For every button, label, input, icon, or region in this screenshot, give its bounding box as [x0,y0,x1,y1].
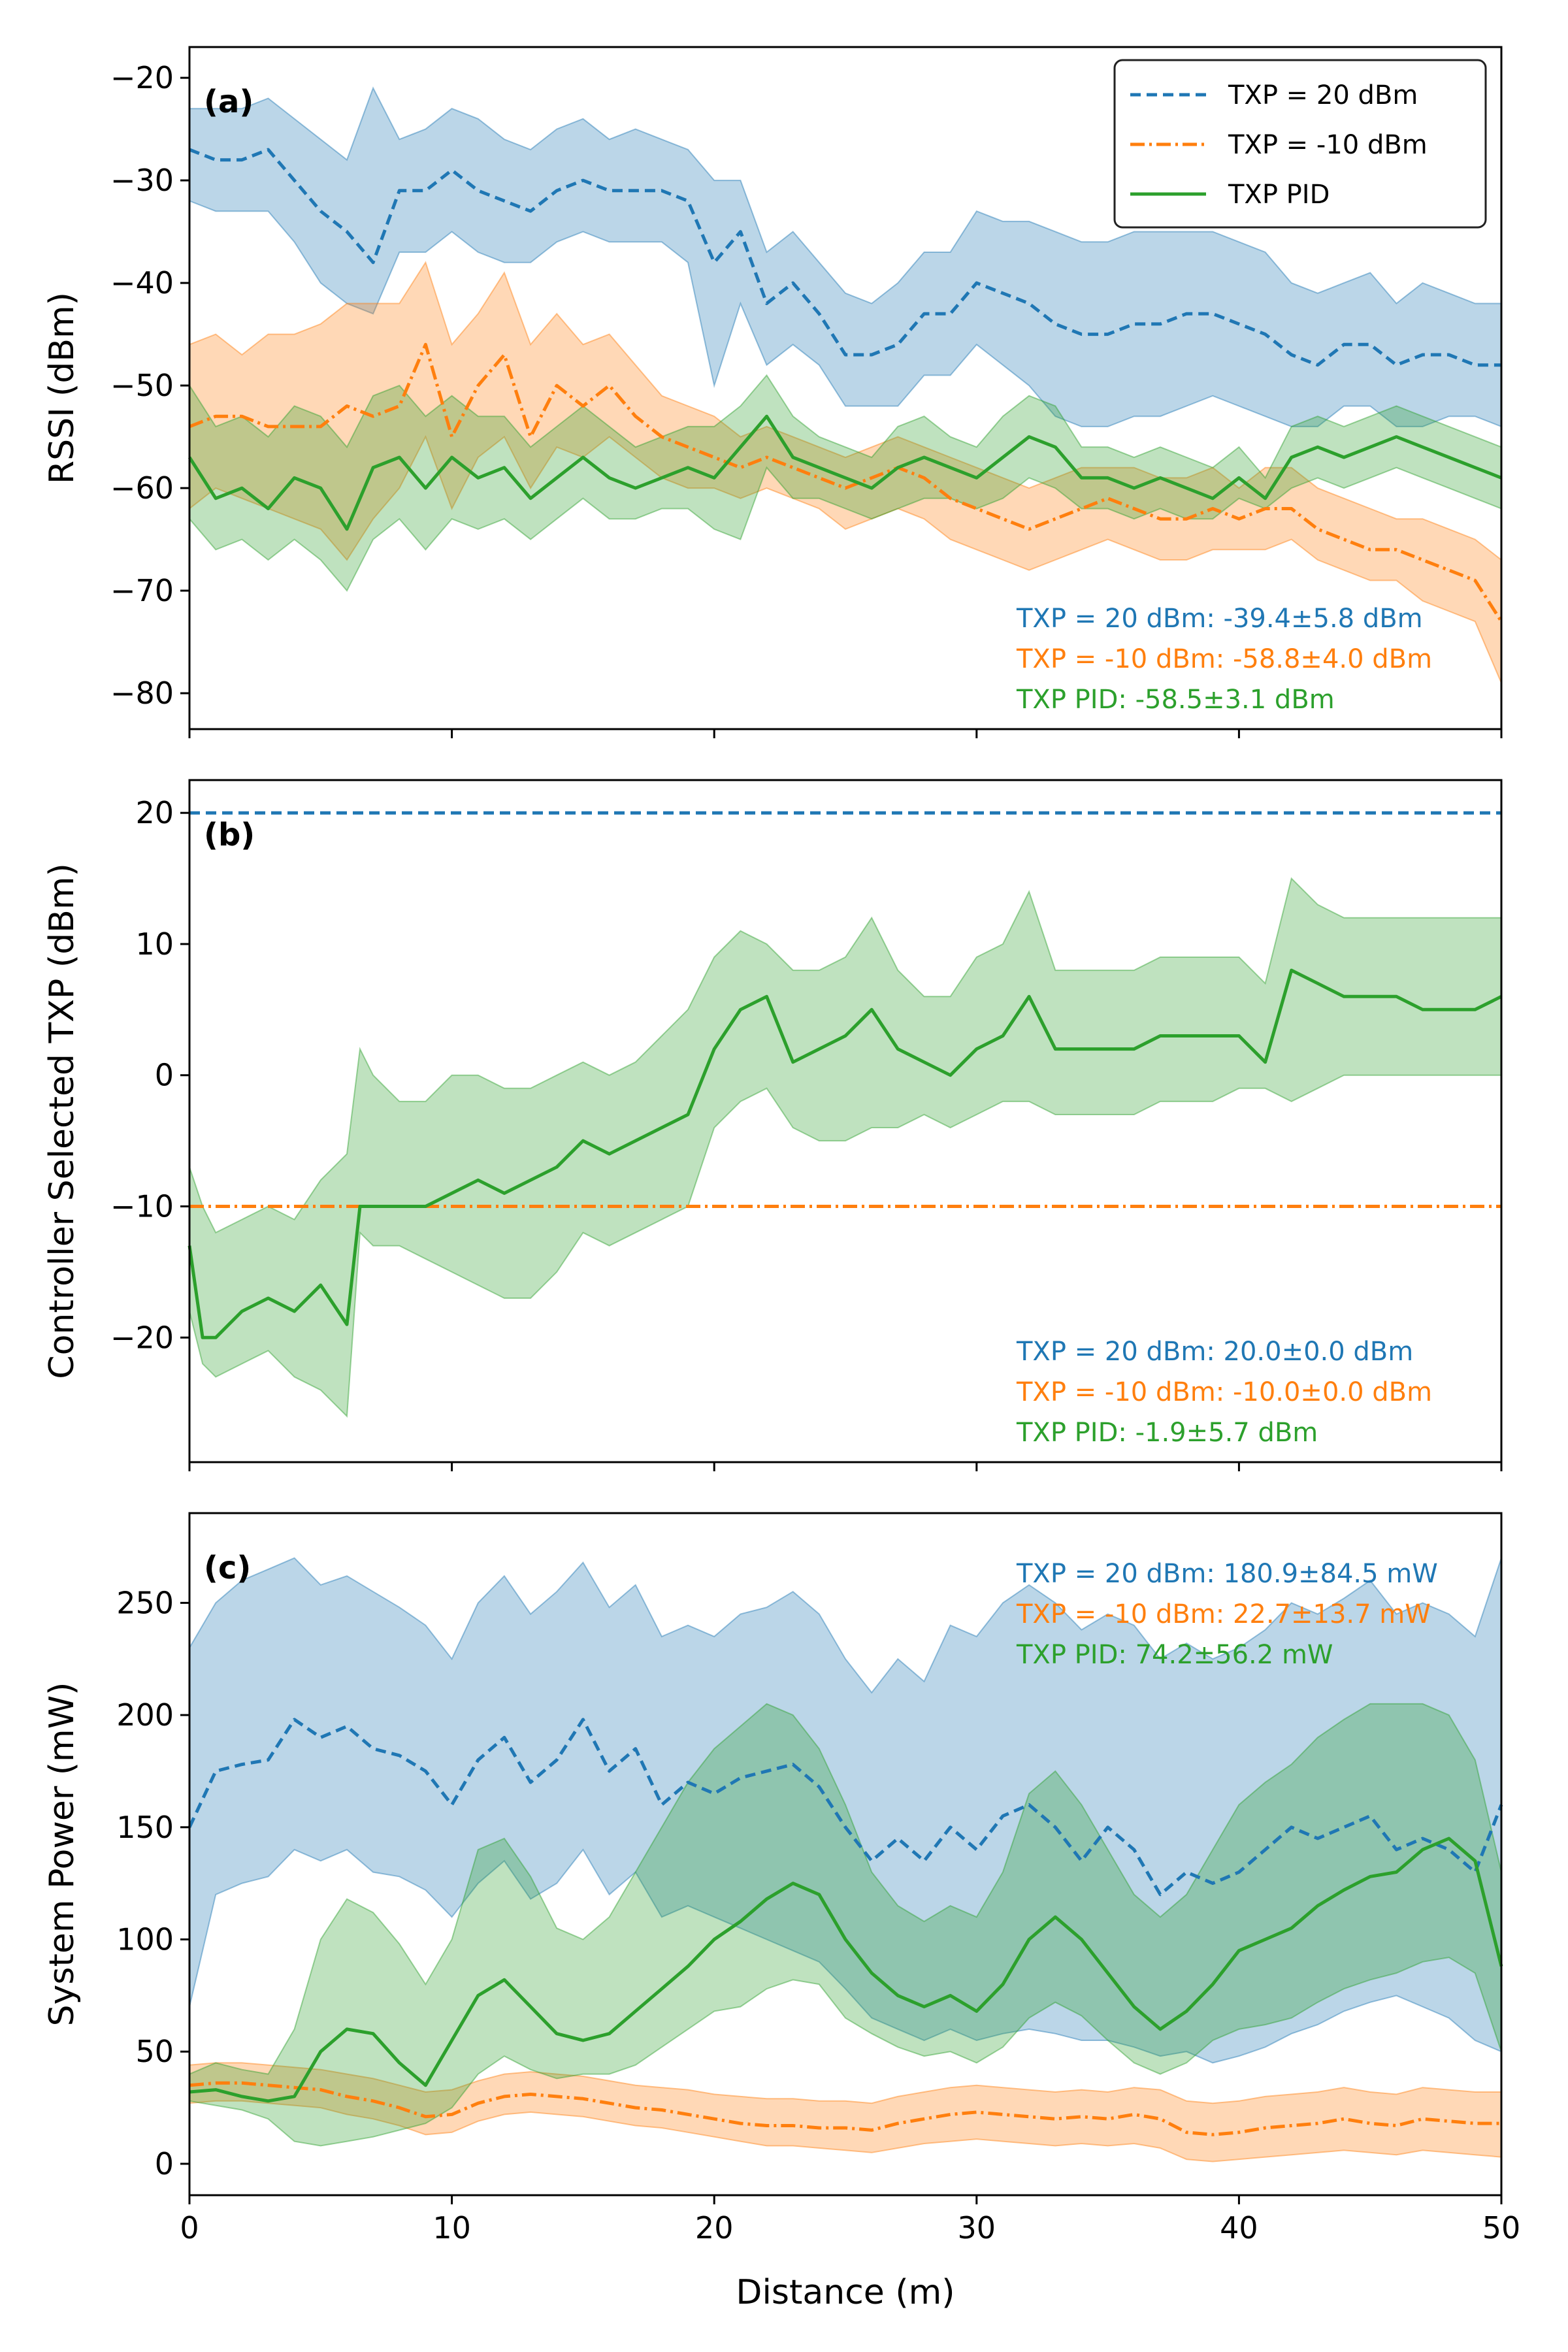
panel-b-ytick-label-1: 10 [135,926,174,962]
legend-label-txp-pid: TXP PID [1228,180,1330,210]
panel-a-ytick-label-6: −80 [110,676,174,711]
panel-b-label: (b) [204,817,255,853]
panel-a: −20 −30 −40 −50 −60 −70 −80 (a) RSSI (dBm) TXP… [42,46,1503,738]
panel-c-xtick-label-4: 40 [1220,2210,1258,2246]
panel-b-ytick-label-0: 20 [135,795,174,830]
panel-c-line-0 [188,1718,1503,1897]
panel-b-stats: TXP = 20 dBm: 20.0±0.0 dBm TXP = -10 dBm… [1016,1337,1432,1448]
panel-c-line-2 [189,1837,1503,2103]
panel-c-stats: TXP = 20 dBm: 180.9±84.5 mW TXP = -10 dB… [1016,1559,1438,1670]
panel-b-ytick-label-4: −20 [110,1320,174,1355]
panel-c-frame [188,1512,1503,2197]
panel-c: 250 200 150 100 50 0 0 10 20 30 40 50 (c) System P… [42,1512,1520,2312]
panel-b-line-2 [188,968,1503,1339]
panel-a-frame [188,46,1503,730]
panel-a-line-1 [189,342,1503,623]
panel-b-stat-txp20: TXP = 20 dBm: 20.0±0.0 dBm [1016,1337,1413,1367]
panel-c-ytick-label-2: 150 [116,1810,174,1845]
panel-b-x-ticks [188,1462,1503,1471]
panel-a-ytick-label-1: −30 [110,163,174,198]
panel-b-stat-txp-pid: TXP PID: -1.9±5.7 dBm [1016,1418,1318,1448]
panel-a-stat-txp-pid: TXP PID: -58.5±3.1 dBm [1016,685,1335,715]
panel-a-plot-layer [188,86,1503,683]
panel-c-x-ticks: 0 10 20 30 40 50 [180,2195,1520,2246]
panel-a-ytick-label-4: −60 [110,470,174,506]
panel-a-y-axis-label: RSSI (dBm) [42,292,82,484]
panel-b-ytick-label-2: 0 [155,1058,174,1093]
panel-a-ytick-label-3: −50 [110,368,174,403]
panel-a-line-2 [188,414,1502,531]
legend-label-txp20: TXP = 20 dBm [1228,80,1418,110]
panel-c-xtick-label-3: 30 [958,2210,996,2246]
panel-c-ytick-label-3: 100 [116,1922,174,1957]
x-axis-label: Distance (m) [736,2273,955,2312]
panel-a-line-0 [189,148,1501,367]
legend-box [1113,59,1487,229]
panel-b-ytick-label-3: −10 [110,1189,174,1224]
panel-b-stat-txp-minus10: TXP = -10 dBm: -10.0±0.0 dBm [1016,1377,1432,1407]
panel-a-stat-txp20: TXP = 20 dBm: -39.4±5.8 dBm [1016,604,1423,634]
panel-c-ytick-label-0: 250 [116,1585,174,1620]
panel-a-stats: TXP = 20 dBm: -39.4±5.8 dBm TXP = -10 dB… [1016,604,1432,715]
panel-c-label: (c) [204,1550,251,1586]
panel-c-ytick-label-5: 0 [155,2146,174,2181]
panel-c-stat-txp-pid: TXP PID: 74.2±56.2 mW [1016,1640,1333,1670]
panel-c-stat-txp-minus10: TXP = -10 dBm: 22.7±13.7 mW [1016,1599,1431,1629]
panel-b-frame [188,779,1503,1463]
panel-a-ytick-label-5: −70 [110,573,174,608]
panel-c-xtick-label-1: 10 [433,2210,471,2246]
panel-b-y-ticks: 20 10 0 −10 −20 [110,795,189,1355]
panel-b-plot-layer [188,811,1503,1418]
panel-a-x-ticks [188,729,1503,738]
panel-a-y-ticks: −20 −30 −40 −50 −60 −70 −80 [110,60,189,711]
legend: TXP = 20 dBm TXP = -10 dBm TXP PID [1113,59,1487,229]
panel-c-y-axis-label: System Power (mW) [42,1682,82,2027]
legend-label-txp-minus10: TXP = -10 dBm [1228,130,1428,160]
panel-a-ytick-label-0: −20 [110,60,174,95]
panel-c-xtick-label-2: 20 [695,2210,734,2246]
panel-b: 20 10 0 −10 −20 (b) Controller Selected TXP … [42,779,1503,1471]
panel-c-line-1 [189,2081,1501,2136]
panel-c-ytick-label-1: 200 [116,1697,174,1733]
panel-a-ytick-label-2: −40 [110,265,174,301]
panel-c-stat-txp20: TXP = 20 dBm: 180.9±84.5 mW [1016,1559,1438,1589]
panel-c-y-ticks: 250 200 150 100 50 0 [116,1585,189,2181]
panel-c-xtick-label-5: 50 [1482,2210,1521,2246]
panel-c-ytick-label-4: 50 [135,2034,174,2069]
panel-c-xtick-label-0: 0 [180,2210,199,2246]
panel-a-label: (a) [204,84,253,120]
panel-b-y-axis-label: Controller Selected TXP (dBm) [42,863,82,1379]
panel-a-stat-txp-minus10: TXP = -10 dBm: -58.8±4.0 dBm [1016,644,1432,674]
panel-c-plot-layer [188,1557,1503,2163]
